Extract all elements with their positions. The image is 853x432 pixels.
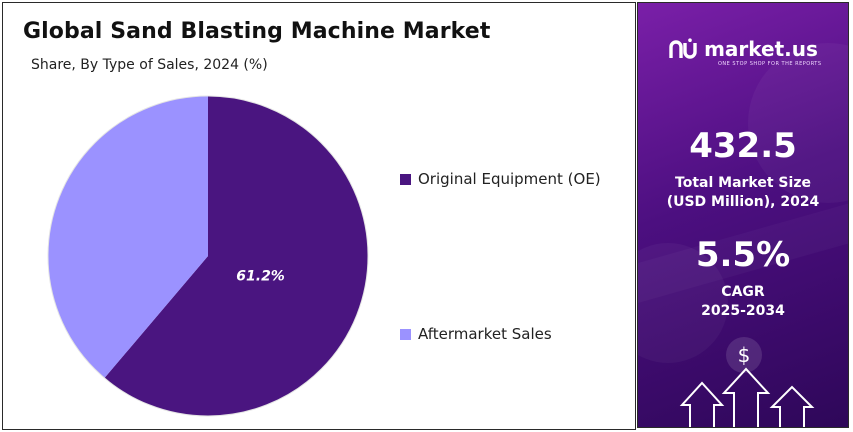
legend-item-aftermarket: Aftermarket Sales <box>400 325 552 343</box>
legend-swatch-oe <box>400 173 411 185</box>
cagr-label-line1: CAGR <box>721 284 765 300</box>
cagr-value: 5.5% <box>695 235 791 275</box>
currency-symbol: $ <box>738 343 751 367</box>
chart-title: Global Sand Blasting Machine Market <box>23 19 491 44</box>
growth-arrows-icon: $ <box>679 337 815 427</box>
brand-tagline: ONE STOP SHOP FOR THE REPORTS <box>718 61 822 67</box>
legend-item-oe: Original Equipment (OE) <box>400 170 601 188</box>
market-us-logo-icon <box>669 38 697 59</box>
brand: market.us <box>638 37 848 61</box>
cagr-label-line2: 2025-2034 <box>701 303 785 319</box>
stats-panel: market.us ONE STOP SHOP FOR THE REPORTS … <box>637 2 849 428</box>
market-size-label-line2: (USD Million), 2024 <box>666 194 820 210</box>
chart-subtitle: Share, By Type of Sales, 2024 (%) <box>31 57 268 73</box>
pie-data-label-0: 61.2% <box>236 268 285 284</box>
pie-slice-0 <box>104 96 368 416</box>
background-decoration <box>638 43 848 363</box>
legend-label-oe: Original Equipment (OE) <box>418 170 601 188</box>
market-size-value: 432.5 <box>689 126 797 166</box>
pie-chart: 61.2% <box>47 95 369 417</box>
brand-name: market.us <box>704 37 818 61</box>
legend-label-aftermarket: Aftermarket Sales <box>418 325 552 343</box>
chart-panel: Global Sand Blasting Machine Market Shar… <box>2 2 636 430</box>
legend-swatch-aftermarket <box>400 328 411 340</box>
pie-slice-1 <box>47 96 208 378</box>
pie-outline <box>47 95 369 417</box>
market-size-label-line1: Total Market Size <box>675 175 811 191</box>
